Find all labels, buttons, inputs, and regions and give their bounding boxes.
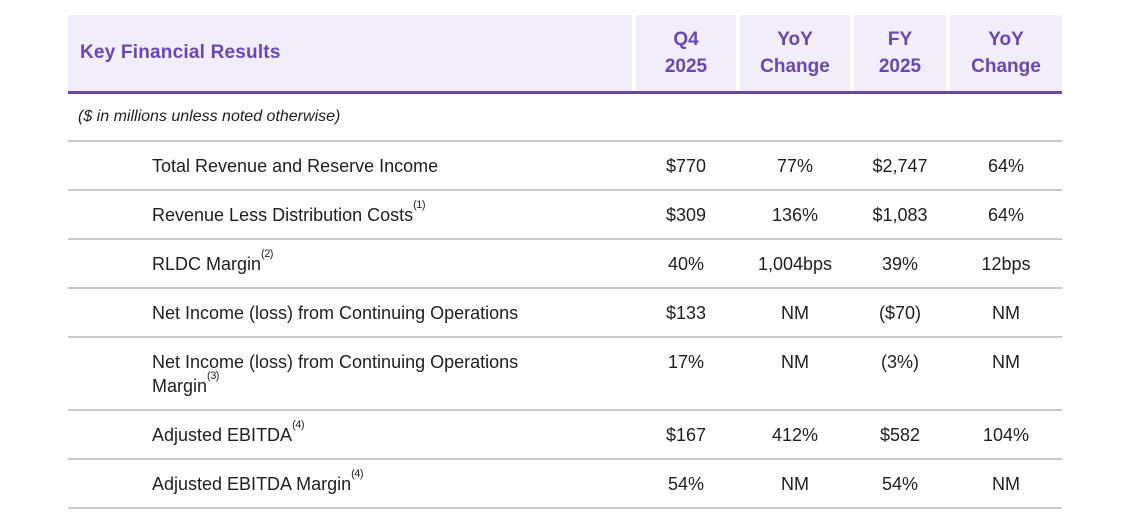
column-header-line: Change xyxy=(760,56,830,77)
cell-value: 64% xyxy=(987,156,1025,176)
cell-value: NM xyxy=(781,352,809,372)
cell-value: NM xyxy=(781,303,809,323)
cell-value: 104% xyxy=(982,425,1030,445)
footnote-marker: (4) xyxy=(292,419,305,431)
row-label: Revenue Less Distribution Costs(1) xyxy=(68,200,632,227)
column-header-line: FY xyxy=(887,29,913,50)
row-label: Adjusted EBITDA Margin(4) xyxy=(68,469,632,496)
cell-value: $133 xyxy=(665,303,707,323)
table-row: Net Income (loss) from Continuing Operat… xyxy=(68,289,1062,338)
cell-value: 54% xyxy=(667,474,705,494)
footnote-marker: (3) xyxy=(207,370,219,382)
footnote-marker: (4) xyxy=(351,468,364,480)
cell-value: NM xyxy=(781,474,809,494)
financial-results-table: Key Financial Results Q4 2025 YoY Change… xyxy=(68,15,1062,509)
table-row: RLDC Margin(2) 40% 1,004bps 39% 12bps xyxy=(68,240,1062,289)
cell-value: NM xyxy=(992,303,1020,323)
table-row: Adjusted EBITDA Margin(4) 54% NM 54% NM xyxy=(68,460,1062,509)
row-label: RLDC Margin(2) xyxy=(68,249,632,276)
row-label-text: Total Revenue and Reserve Income xyxy=(152,156,439,176)
cell-value: 412% xyxy=(771,425,819,445)
row-label: Total Revenue and Reserve Income xyxy=(68,154,632,178)
column-header-line: YoY xyxy=(988,29,1024,50)
cell-value: 1,004bps xyxy=(757,254,833,274)
row-label-text: Adjusted EBITDA xyxy=(152,425,293,445)
table-row: Net Income (loss) from Continuing Operat… xyxy=(68,338,1062,411)
row-label: Net Income (loss) from Continuing Operat… xyxy=(68,301,632,325)
cell-value: $770 xyxy=(665,156,707,176)
cell-value: $309 xyxy=(665,205,707,225)
column-header-fy-2025: FY 2025 xyxy=(854,15,946,91)
footnote-marker: (2) xyxy=(261,248,273,260)
cell-value: 39% xyxy=(881,254,919,274)
units-note: ($ in millions unless noted otherwise) xyxy=(68,94,1062,142)
row-label: Net Income (loss) from Continuing Operat… xyxy=(68,350,632,398)
row-label-text: Net Income (loss) from Continuing Operat… xyxy=(152,352,519,396)
cell-value: 77% xyxy=(776,156,814,176)
column-header-line: 2025 xyxy=(664,56,708,77)
table-row: Revenue Less Distribution Costs(1) $309 … xyxy=(68,191,1062,240)
column-header-q4-2025: Q4 2025 xyxy=(636,15,736,91)
cell-value: 54% xyxy=(881,474,919,494)
cell-value: NM xyxy=(992,352,1020,372)
cell-value: $2,747 xyxy=(872,156,928,176)
column-header-yoy-change-fy: YoY Change xyxy=(950,15,1062,91)
cell-value: $167 xyxy=(665,425,707,445)
column-header-line: Q4 xyxy=(673,29,699,50)
row-label-text: Revenue Less Distribution Costs xyxy=(152,205,414,225)
cell-value: $582 xyxy=(879,425,921,445)
row-label-text: RLDC Margin xyxy=(152,254,262,274)
cell-value: $1,083 xyxy=(872,205,928,225)
column-header-line: 2025 xyxy=(878,56,922,77)
column-header-line: YoY xyxy=(777,29,813,50)
footnote-marker: (1) xyxy=(413,199,426,211)
row-label: Adjusted EBITDA(4) xyxy=(68,420,632,447)
row-label-text: Net Income (loss) from Continuing Operat… xyxy=(152,303,519,323)
cell-value: ($70) xyxy=(878,303,922,323)
column-header-line: Change xyxy=(971,56,1041,77)
cell-value: (3%) xyxy=(880,352,919,372)
cell-value: 40% xyxy=(667,254,705,274)
cell-value: 17% xyxy=(667,352,705,372)
table-header-row: Key Financial Results Q4 2025 YoY Change… xyxy=(68,15,1062,94)
row-label-text: Adjusted EBITDA Margin xyxy=(152,474,352,494)
table-title: Key Financial Results xyxy=(68,15,632,91)
cell-value: 12bps xyxy=(981,254,1031,274)
table-row: Adjusted EBITDA(4) $167 412% $582 104% xyxy=(68,411,1062,460)
cell-value: NM xyxy=(992,474,1020,494)
table-row: Total Revenue and Reserve Income $770 77… xyxy=(68,142,1062,191)
cell-value: 64% xyxy=(987,205,1025,225)
cell-value: 136% xyxy=(771,205,819,225)
column-header-yoy-change-q4: YoY Change xyxy=(740,15,850,91)
